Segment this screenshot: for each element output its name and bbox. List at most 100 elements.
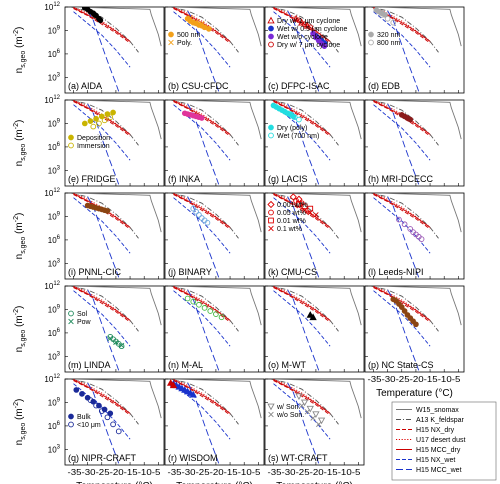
x-axis-label: Temperature (°C): [276, 481, 353, 484]
reference-line: [73, 286, 131, 321]
reference-line: [270, 100, 339, 146]
data-point: [187, 15, 194, 21]
reference-line: [273, 287, 331, 323]
panel-label: (p) NC State-CS: [368, 360, 434, 370]
x-tick-labels: -35-30-25-20-15-10-5: [367, 375, 461, 384]
legend-label: Dry (poly): [277, 125, 307, 132]
reference-line: [387, 196, 420, 278]
panel-plot-area: [370, 100, 462, 185]
legend-label: Poly.: [177, 40, 192, 47]
panel-plot-area: [270, 379, 362, 464]
legend-entry: A13 K_feldspar: [416, 417, 465, 424]
reference-line: [270, 286, 339, 332]
reference-line: [370, 193, 439, 239]
legend-label: Dry w/ 7 μm cyclone: [277, 42, 340, 49]
reference-line: [373, 197, 431, 254]
data-point: [196, 301, 202, 308]
legend-label: Pow: [77, 319, 92, 326]
reference-line: [173, 379, 231, 414]
data-point: [93, 402, 99, 409]
reference-line: [373, 8, 431, 44]
legend-label: 500 nm: [177, 32, 201, 39]
panel-plot-area: [70, 193, 162, 278]
panel-plot-area: [170, 7, 262, 92]
x-axis-label: Temperature (°C): [176, 481, 253, 484]
data-point: [407, 116, 414, 123]
data-point: [118, 342, 125, 349]
reference-line: [73, 104, 131, 161]
panel-8: [364, 99, 465, 187]
y-tick-label: 103: [48, 72, 61, 82]
x-tick-labels: -35-30-25-20-15-10-5: [167, 468, 261, 477]
legend-label: Deposition: [77, 135, 110, 142]
reference-line: [370, 7, 439, 53]
legend-marker: [68, 318, 74, 325]
data-point: [300, 399, 309, 407]
panel-label: (d) EDB: [368, 81, 400, 91]
legend-marker: [267, 16, 275, 24]
y-tick-label: 109: [48, 397, 61, 407]
reference-line: [387, 103, 420, 185]
data-point: [193, 208, 199, 215]
panel-plot-area: [370, 7, 462, 92]
reference-line: [173, 286, 262, 326]
x-tick-labels: -35-30-25-20-15-10-5: [267, 468, 361, 477]
reference-line: [73, 379, 131, 414]
reference-line: [87, 382, 120, 464]
reference-line: [173, 193, 262, 233]
data-point: [307, 209, 313, 216]
panel-label: (k) CMU-CS: [268, 267, 317, 277]
data-point: [296, 116, 302, 123]
data-point: [93, 115, 99, 122]
data-point: [110, 421, 116, 428]
panel-frame: [264, 378, 365, 466]
reference-line: [273, 290, 331, 347]
data-point: [107, 410, 114, 417]
panel-6: [164, 99, 265, 187]
y-tick-label: 103: [48, 165, 61, 175]
panel-18: [164, 378, 265, 466]
legend-marker: [267, 403, 275, 411]
data-point: [296, 201, 302, 207]
panel-3: [264, 6, 365, 94]
data-point: [295, 393, 303, 401]
data-point: [291, 114, 298, 121]
reference-line: [170, 379, 239, 425]
reference-line: [370, 286, 439, 332]
reference-line: [270, 193, 339, 239]
legend-marker: [268, 41, 274, 48]
panel-label: (e) FRIDGE: [68, 174, 116, 184]
reference-line: [173, 11, 231, 68]
reference-line: [173, 193, 231, 228]
data-point: [98, 113, 105, 120]
reference-line: [173, 7, 262, 47]
legend-entry: H15 NX_wet: [416, 457, 455, 464]
x-axis: -35-30-25-20-15-10-5 Temperature (°C): [167, 468, 261, 484]
y-tick-label: 1012: [44, 95, 60, 105]
reference-line: [287, 196, 320, 278]
panel-7: [264, 99, 365, 187]
panel-19: [264, 378, 365, 466]
panel-17: [64, 378, 165, 466]
reference-line: [273, 7, 331, 42]
x-axis-label: Temperature (°C): [376, 388, 453, 399]
panel-1: [64, 6, 165, 94]
legend-label: Dry w/ 1 μm cyclone: [277, 18, 340, 25]
data-point: [204, 219, 211, 226]
data-point: [199, 20, 205, 27]
y-axis-label: ns,geo (m-2): [13, 306, 27, 353]
panel-13: [64, 285, 165, 373]
panel-label: (h) MRI-DCECC: [368, 174, 433, 184]
legend-marker: [68, 134, 74, 141]
reference-line: [273, 286, 362, 326]
panel-5: [64, 99, 165, 187]
reference-line: [273, 7, 362, 47]
legend-marker: [68, 421, 74, 428]
y-tick-label: 109: [48, 118, 61, 128]
reference-line: [273, 100, 362, 140]
data-point: [301, 21, 308, 28]
reference-line: [173, 7, 231, 42]
panel-12: [364, 192, 465, 280]
panel-10: [164, 192, 265, 280]
legend-marker: [68, 310, 74, 317]
